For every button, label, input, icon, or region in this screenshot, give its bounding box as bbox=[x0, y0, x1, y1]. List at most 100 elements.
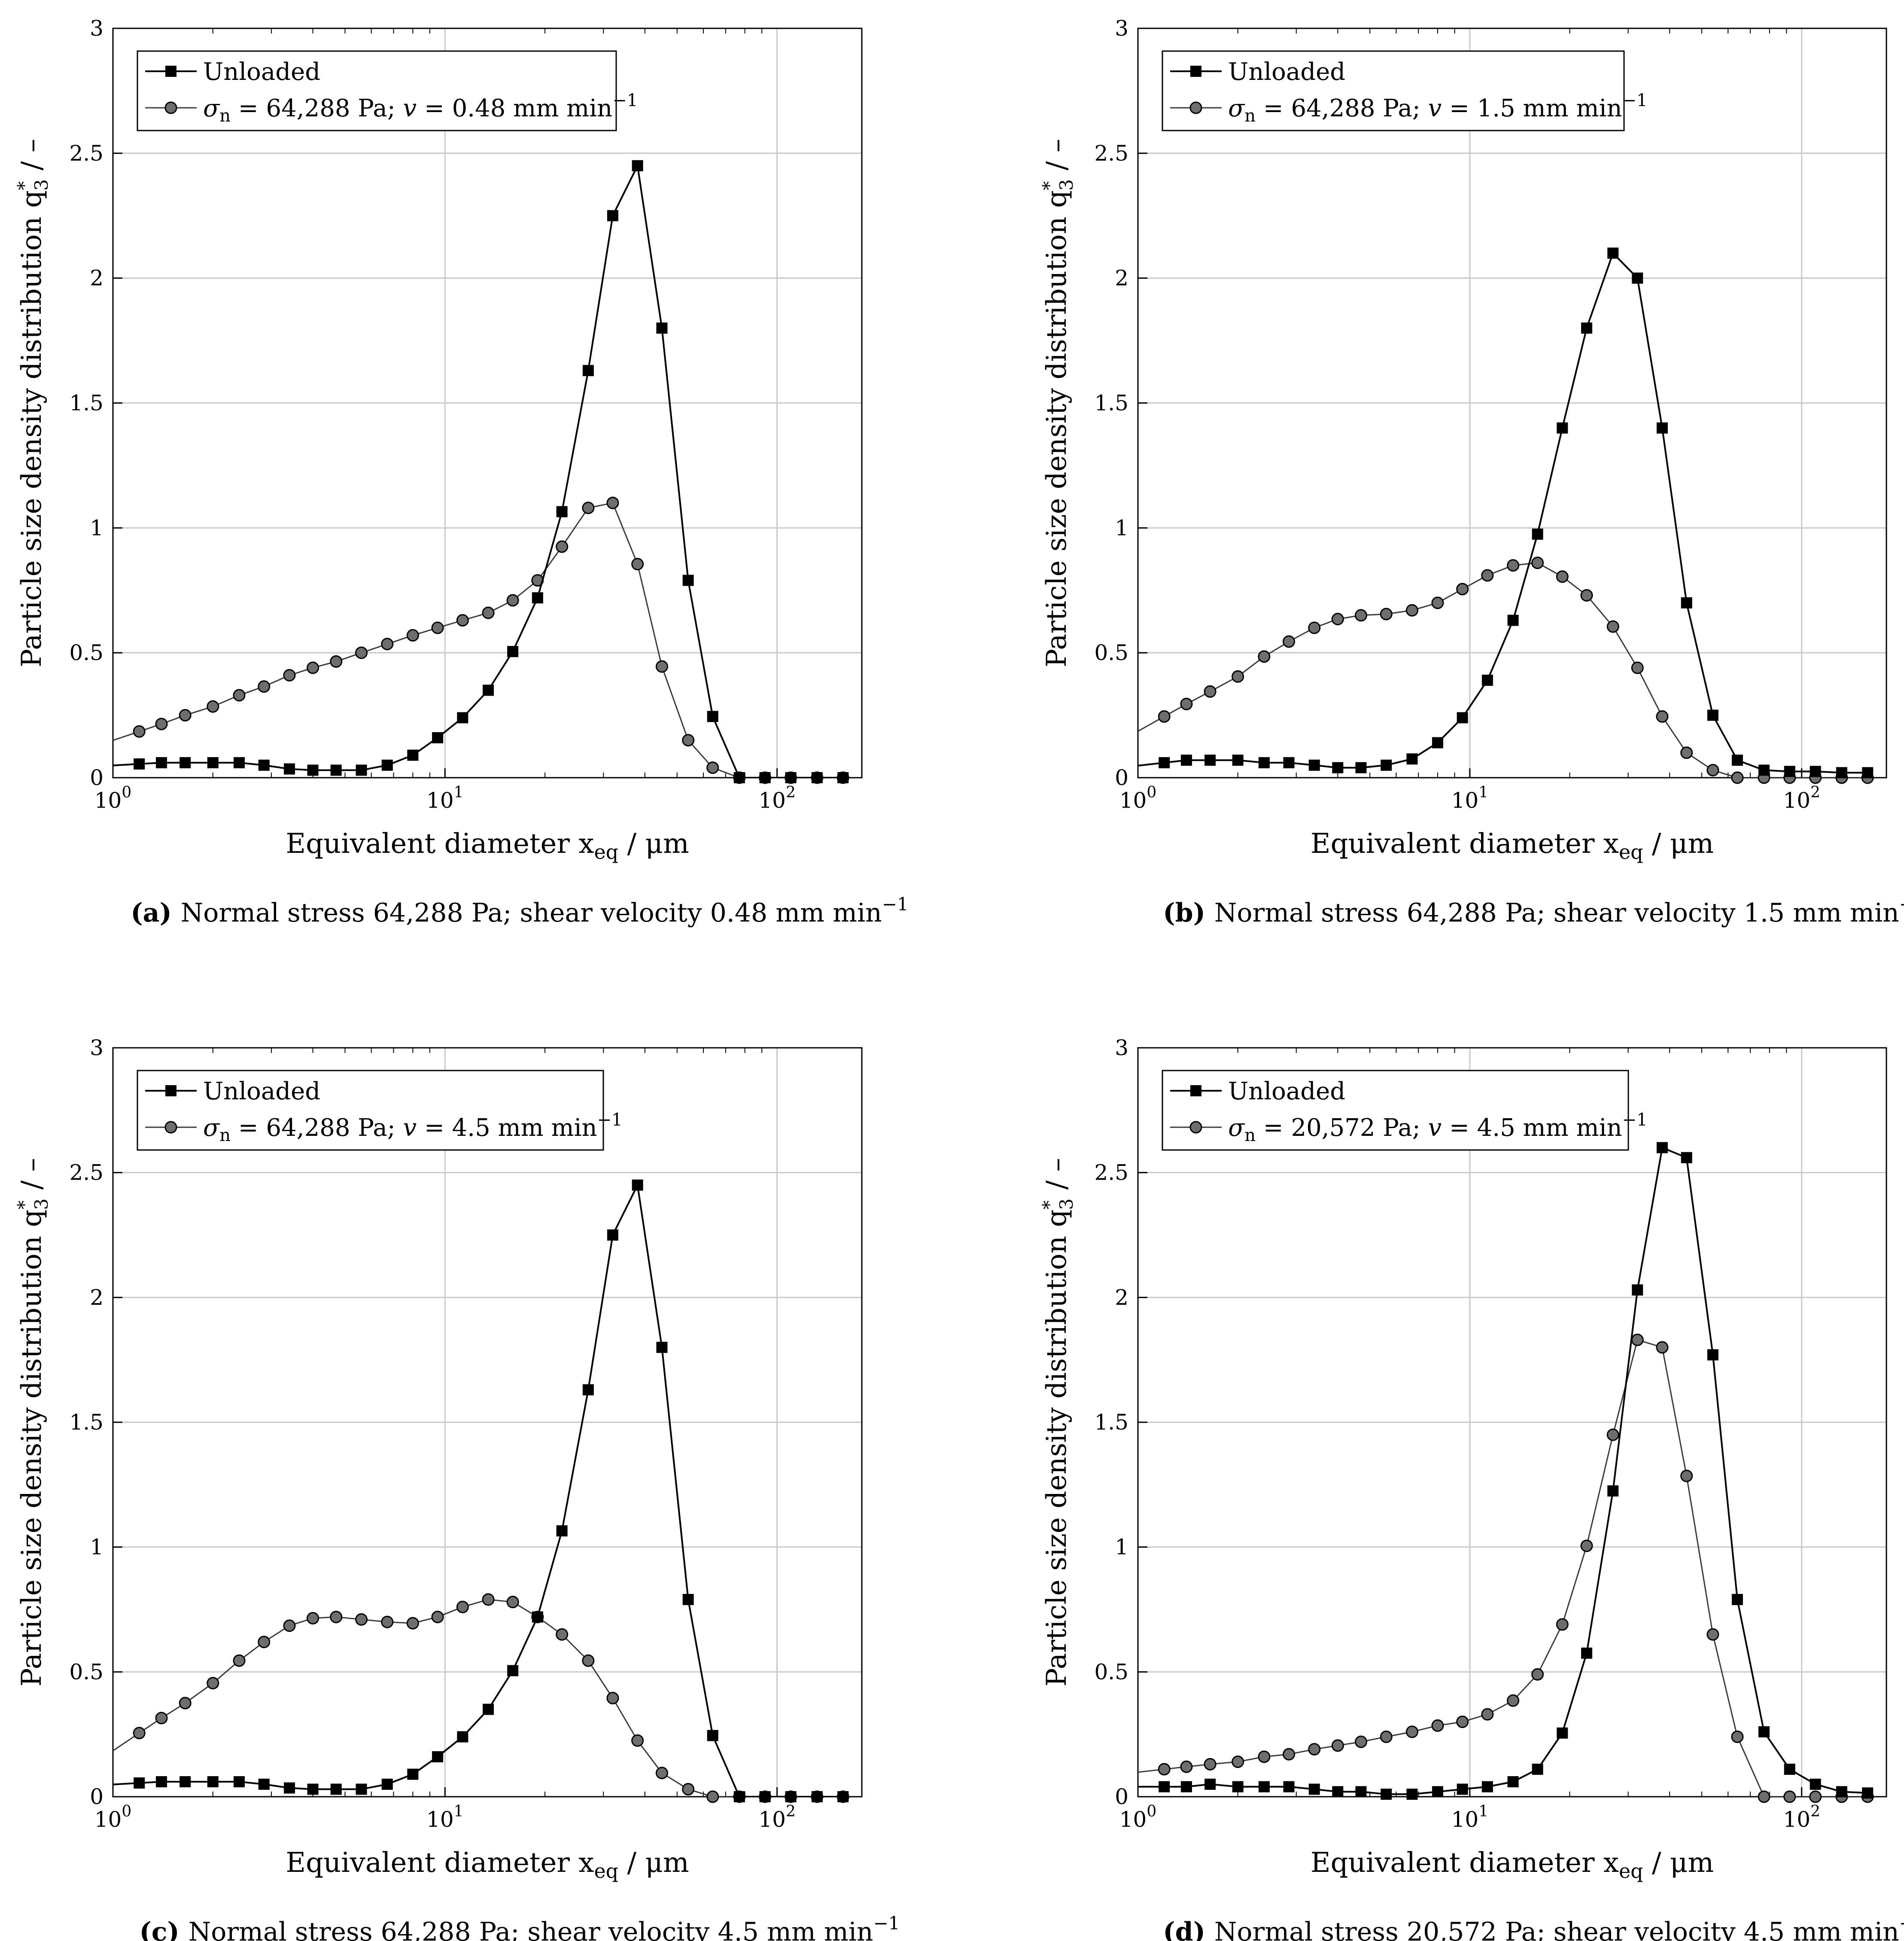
data-point-unloaded bbox=[1557, 1727, 1568, 1739]
data-point-loaded bbox=[506, 594, 519, 607]
legend-label-unloaded: Unloaded bbox=[1228, 58, 1345, 86]
data-point-unloaded bbox=[682, 575, 694, 586]
data-point-unloaded bbox=[733, 772, 745, 783]
data-point-unloaded bbox=[656, 1342, 668, 1353]
data-point-loaded bbox=[556, 1628, 569, 1641]
data-point-unloaded bbox=[1283, 757, 1295, 769]
x-tick-label: 101 bbox=[426, 784, 464, 813]
data-point-unloaded bbox=[1758, 1726, 1770, 1737]
y-tick-label: 2.5 bbox=[69, 1160, 103, 1185]
panel-caption: (c) Normal stress 64,288 Pa; shear veloc… bbox=[140, 1913, 900, 1941]
data-point-unloaded bbox=[179, 757, 191, 769]
data-point-unloaded bbox=[1707, 1349, 1718, 1361]
data-point-unloaded bbox=[1258, 1781, 1270, 1792]
data-point-loaded bbox=[1283, 1748, 1296, 1761]
data-point-loaded bbox=[1258, 1750, 1271, 1763]
y-tick-label: 2.5 bbox=[1094, 141, 1128, 166]
data-point-loaded bbox=[1283, 635, 1296, 648]
series-unloaded bbox=[1138, 1142, 1874, 1800]
data-point-loaded bbox=[283, 1619, 296, 1632]
data-point-loaded bbox=[179, 1697, 192, 1710]
y-tick-label: 2.5 bbox=[69, 141, 103, 166]
data-point-unloaded bbox=[432, 732, 444, 743]
data-point-loaded bbox=[631, 558, 644, 571]
y-axis-title: Particle size density distribution q*3 /… bbox=[1039, 139, 1077, 667]
data-point-loaded bbox=[1706, 1628, 1719, 1641]
series-loaded bbox=[113, 1593, 849, 1803]
chart-panel-d: 100 101 102 0 0.5 1 1.5 2 2.5 3 Equivalent diamete… bbox=[1039, 1035, 1904, 1941]
data-point-loaded bbox=[1556, 570, 1569, 583]
series-loaded bbox=[1138, 557, 1874, 784]
data-point-loaded bbox=[1405, 1725, 1418, 1738]
legend-marker-unloaded bbox=[165, 66, 176, 77]
legend-box bbox=[1162, 50, 1625, 131]
data-point-unloaded bbox=[356, 1783, 367, 1795]
series-unloaded bbox=[113, 1179, 849, 1802]
data-point-unloaded bbox=[207, 1776, 219, 1788]
y-tick-label: 1.5 bbox=[1094, 1410, 1128, 1435]
data-point-unloaded bbox=[707, 711, 718, 722]
y-tick-label: 1 bbox=[90, 515, 103, 540]
legend-marker-loaded bbox=[164, 101, 177, 114]
data-point-loaded bbox=[207, 700, 219, 713]
y-tick-label: 3 bbox=[90, 1035, 103, 1060]
data-point-loaded bbox=[606, 1692, 619, 1704]
data-point-loaded bbox=[133, 725, 146, 738]
legend: Unloaded σn = 64,288 Pa; v = 1.5 mm min−1 bbox=[1162, 50, 1648, 131]
data-point-loaded bbox=[179, 709, 192, 722]
data-point-unloaded bbox=[1355, 1786, 1367, 1798]
data-point-unloaded bbox=[1784, 766, 1795, 777]
data-point-unloaded bbox=[1308, 759, 1320, 771]
data-point-loaded bbox=[1631, 661, 1644, 674]
data-point-unloaded bbox=[1607, 247, 1619, 259]
data-point-loaded bbox=[1809, 1790, 1822, 1803]
data-point-loaded bbox=[1456, 1716, 1469, 1728]
data-point-loaded bbox=[631, 1734, 644, 1747]
x-axis-title: Equivalent diameter xeq / μm bbox=[286, 1847, 689, 1883]
data-point-unloaded bbox=[283, 763, 295, 775]
legend-box bbox=[137, 50, 617, 131]
data-point-unloaded bbox=[457, 1731, 468, 1743]
data-point-loaded bbox=[1308, 621, 1321, 634]
x-tick-label: 102 bbox=[758, 1803, 796, 1832]
data-point-unloaded bbox=[1581, 322, 1593, 334]
data-point-loaded bbox=[456, 614, 469, 627]
data-point-unloaded bbox=[1656, 1142, 1668, 1153]
data-point-unloaded bbox=[1159, 757, 1170, 769]
data-point-loaded bbox=[655, 660, 668, 673]
data-point-unloaded bbox=[1557, 422, 1568, 434]
data-point-loaded bbox=[1456, 583, 1469, 596]
x-tick-label: 102 bbox=[1783, 1803, 1820, 1832]
data-point-unloaded bbox=[1507, 615, 1519, 626]
data-point-unloaded bbox=[556, 506, 568, 517]
data-point-loaded bbox=[582, 502, 595, 514]
data-point-unloaded bbox=[837, 1791, 849, 1802]
data-point-unloaded bbox=[207, 757, 219, 769]
panel-caption: (b) Normal stress 64,288 Pa; shear veloc… bbox=[1163, 894, 1904, 928]
x-tick-label: 101 bbox=[426, 1803, 464, 1832]
data-point-unloaded bbox=[1656, 422, 1668, 434]
data-point-unloaded bbox=[381, 1778, 393, 1790]
data-point-loaded bbox=[133, 1727, 146, 1740]
data-point-loaded bbox=[1180, 697, 1193, 710]
data-point-loaded bbox=[1556, 1618, 1569, 1631]
data-point-loaded bbox=[1380, 1730, 1393, 1743]
x-tick-label: 100 bbox=[94, 784, 132, 813]
data-point-loaded bbox=[1507, 559, 1520, 572]
data-point-loaded bbox=[307, 661, 319, 674]
data-point-loaded bbox=[506, 1596, 519, 1609]
x-tick-label: 100 bbox=[1119, 1803, 1157, 1832]
data-point-loaded bbox=[1580, 1539, 1593, 1552]
data-point-unloaded bbox=[1308, 1783, 1320, 1795]
x-axis-title: Equivalent diameter xeq / μm bbox=[1311, 1847, 1714, 1883]
data-point-unloaded bbox=[785, 1791, 797, 1802]
data-point-loaded bbox=[1507, 1694, 1520, 1707]
data-point-loaded bbox=[1204, 1758, 1217, 1771]
data-point-unloaded bbox=[1180, 1781, 1192, 1792]
data-point-unloaded bbox=[1581, 1647, 1593, 1659]
data-point-loaded bbox=[155, 718, 168, 730]
data-point-loaded bbox=[1354, 609, 1367, 622]
data-point-unloaded bbox=[837, 772, 849, 783]
data-point-loaded bbox=[307, 1612, 319, 1625]
